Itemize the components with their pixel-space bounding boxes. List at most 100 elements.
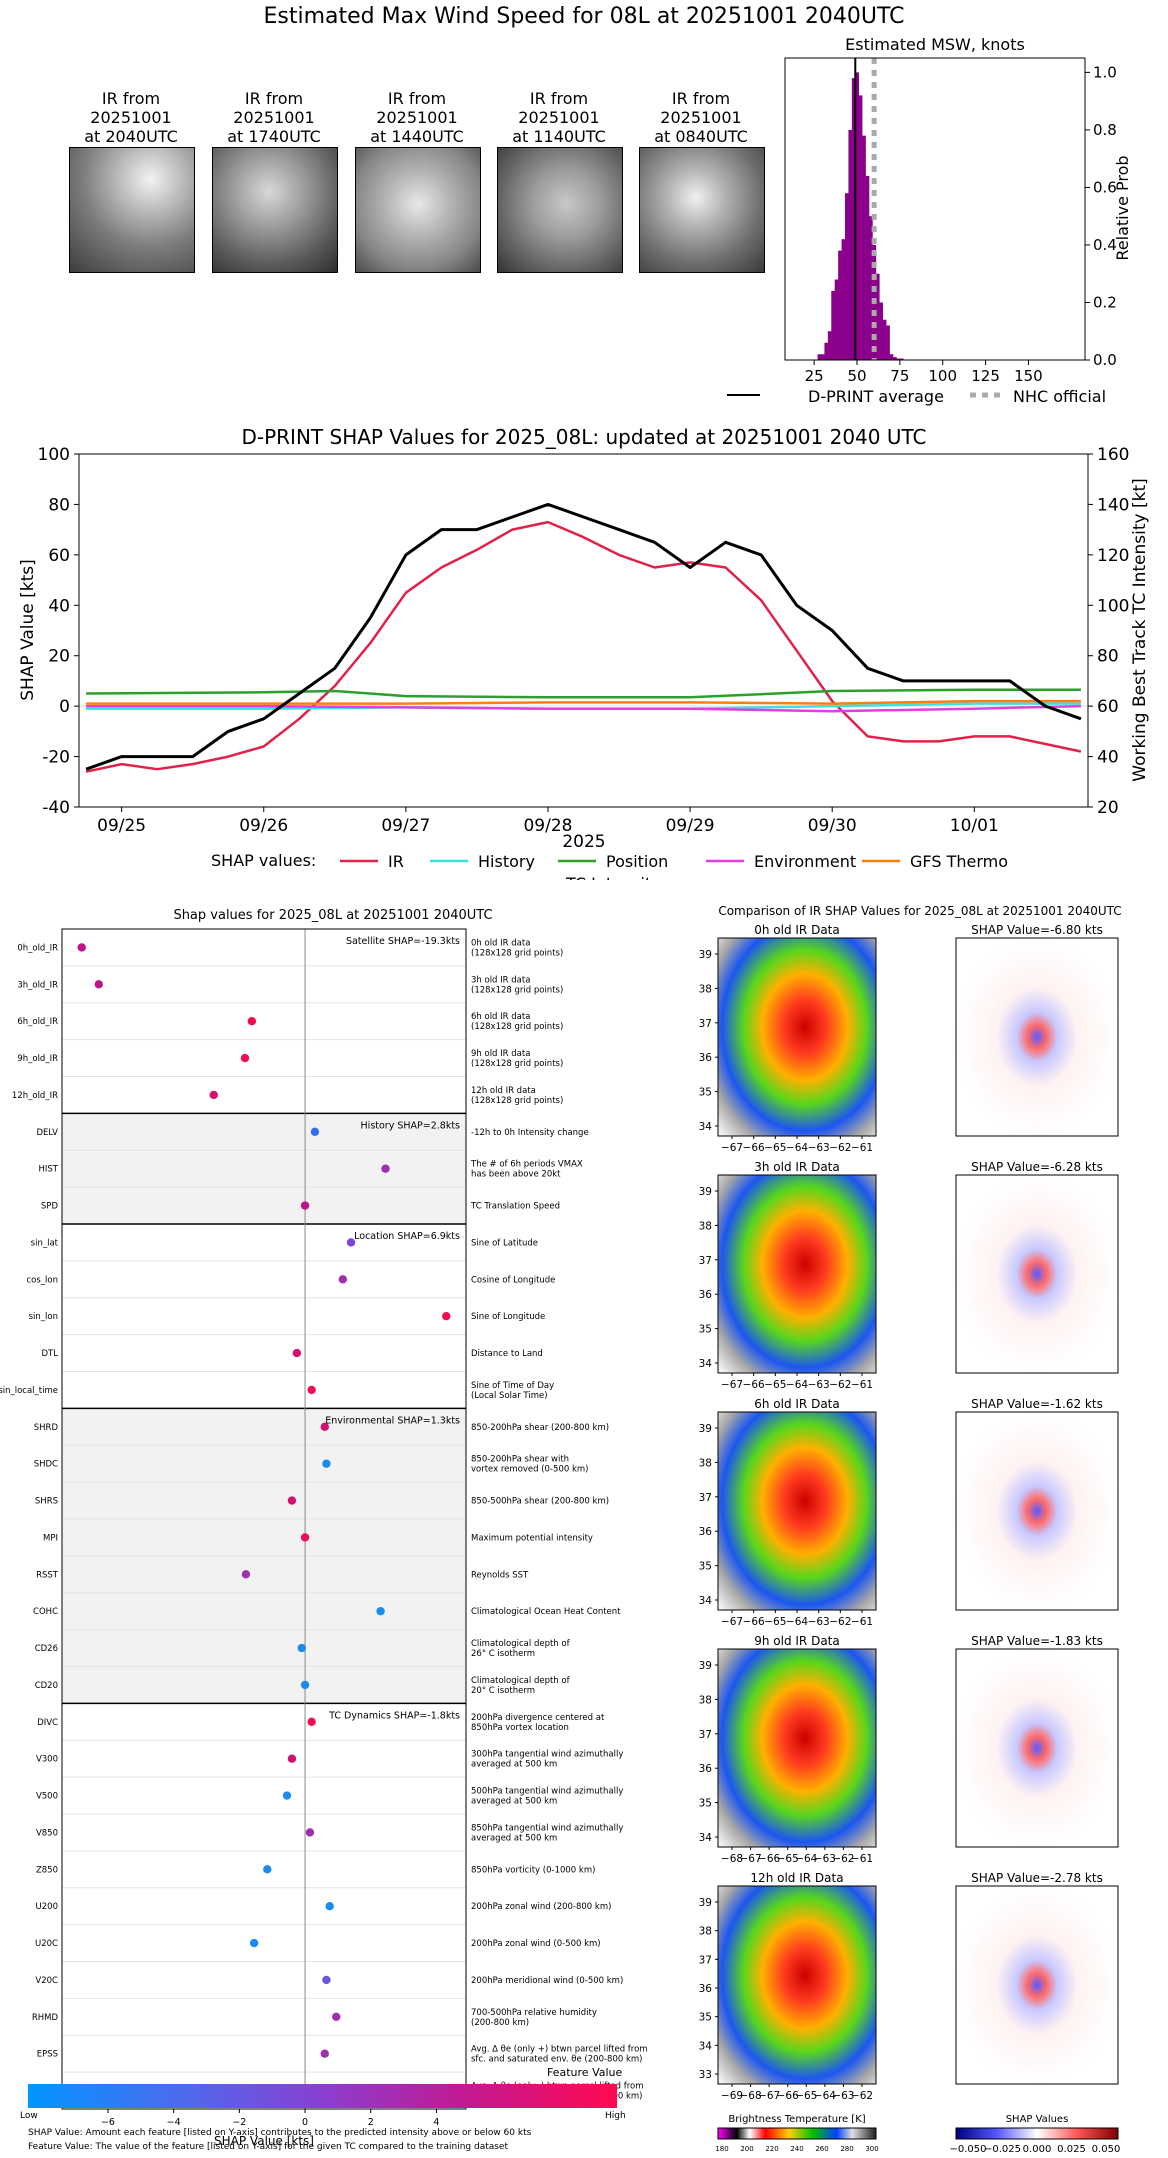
y-tick-label: 60 bbox=[48, 546, 70, 566]
ir-x-tick-label: −68 bbox=[739, 2090, 761, 2102]
histogram-bar bbox=[848, 129, 853, 360]
y2-tick-label: 120 bbox=[1097, 546, 1129, 566]
histogram-bar bbox=[817, 354, 822, 360]
y-tick-label: 0.6 bbox=[1093, 178, 1117, 196]
feature-desc: (128x128 grid points) bbox=[471, 1096, 563, 1106]
legend-label: TC Intensity bbox=[565, 874, 661, 880]
timeseries-xlabel: 2025 bbox=[562, 832, 605, 852]
feature-desc: Sine of Time of Day bbox=[471, 1381, 554, 1391]
histogram-bar bbox=[834, 279, 839, 360]
legend-label: Environment bbox=[754, 852, 856, 871]
feature-desc: has been above 20kt bbox=[471, 1170, 561, 1180]
feature-point bbox=[297, 1643, 306, 1653]
ir-y-tick-label: 39 bbox=[699, 949, 712, 961]
ir-colorbar bbox=[717, 2127, 877, 2140]
feature-desc: sfc. and saturated env. θe (200-800 km) bbox=[471, 2055, 643, 2065]
ir-x-tick-label: −62 bbox=[832, 1853, 854, 1865]
ir-x-tick-label: −67 bbox=[721, 1616, 743, 1628]
ir-x-tick-label: −64 bbox=[786, 1142, 808, 1154]
x-tick-label: 09/26 bbox=[239, 816, 288, 836]
y-tick-label: -40 bbox=[42, 798, 70, 818]
group-label: Environmental SHAP=1.3kts bbox=[325, 1415, 460, 1426]
series-line-position bbox=[86, 688, 1081, 699]
ir-y-tick-label: 37 bbox=[699, 1492, 712, 1504]
feature-name: V300 bbox=[36, 1755, 58, 1765]
feature-desc: 850hPa vortex location bbox=[471, 1723, 569, 1733]
ir-x-tick-label: −64 bbox=[786, 1616, 808, 1628]
ir-colorbar-tick-label: 220 bbox=[765, 2145, 778, 2153]
ir-x-tick-label: −66 bbox=[777, 2090, 799, 2102]
histogram-bar bbox=[841, 239, 846, 360]
x-tick-label: 09/28 bbox=[523, 816, 572, 836]
feature-point bbox=[320, 1422, 329, 1432]
ir-colorbar-tick-label: 180 bbox=[715, 2145, 728, 2153]
ir-y-tick-label: 34 bbox=[699, 1595, 713, 1607]
ir-panel-title: 3h old IR Data bbox=[754, 1160, 840, 1174]
timeseries-y2-ticks: 20 40 60 80 100 120 140 160 bbox=[1088, 445, 1129, 818]
msw-histogram: Estimated MSW, knots 25 50 75 100 125 150 0.0… bbox=[727, 35, 1132, 406]
histogram-bar bbox=[845, 193, 849, 360]
ir-x-tick-label: −64 bbox=[786, 1379, 808, 1391]
feature-desc: Climatological depth of bbox=[471, 1676, 571, 1686]
feature-desc: Maximum potential intensity bbox=[471, 1533, 593, 1543]
ir-x-tick-label: −61 bbox=[851, 1853, 873, 1865]
feature-point bbox=[94, 980, 103, 989]
ir-panel-title: 12h old IR Data bbox=[750, 1871, 843, 1885]
feature-desc: (128x128 grid points) bbox=[471, 1022, 563, 1032]
ir-y-tick-label: 39 bbox=[699, 1660, 712, 1672]
feature-desc: 9h old IR data bbox=[471, 1049, 530, 1059]
legend-label: Position bbox=[606, 852, 668, 871]
shap-panel-title: SHAP Value=-6.28 kts bbox=[971, 1160, 1103, 1174]
ir-colorbar-tick-label: 240 bbox=[790, 2145, 803, 2153]
histogram-bar bbox=[821, 354, 825, 360]
shap-colorbar-tick-label: 0.000 bbox=[1023, 2144, 1052, 2155]
feature-name: sin_lon bbox=[29, 1312, 58, 1322]
x-tick-label: 2 bbox=[368, 2117, 374, 2128]
feature-desc: 850-200hPa shear (200-800 km) bbox=[471, 1423, 609, 1433]
ir-x-tick-label: −66 bbox=[743, 1616, 765, 1628]
series-line-environment bbox=[86, 704, 1081, 713]
shap-panel-title: SHAP Value=-1.83 kts bbox=[971, 1634, 1103, 1648]
feature-point bbox=[300, 1533, 310, 1542]
feature-desc: 200hPa zonal wind (0-500 km) bbox=[471, 1939, 601, 1949]
shap-colorbar-tick-label: 0.050 bbox=[1092, 2144, 1121, 2155]
feature-point bbox=[310, 1127, 320, 1137]
timeseries-lines bbox=[85, 502, 1082, 773]
ir-panel-title: 0h old IR Data bbox=[754, 923, 840, 937]
ir-x-tick-label: −62 bbox=[829, 1142, 851, 1154]
feature-point bbox=[338, 1275, 348, 1284]
ir-y-tick-label: 38 bbox=[699, 1926, 712, 1938]
feature-name: 9h_old_IR bbox=[17, 1054, 58, 1064]
ir-x-tick-label: −61 bbox=[851, 1379, 873, 1391]
feature-point bbox=[322, 1975, 331, 1985]
legend-label-dprint: D-PRINT average bbox=[808, 387, 944, 406]
feature-name: cos_lon bbox=[26, 1275, 58, 1285]
satellite-thumbnail bbox=[69, 147, 195, 273]
feature-name: U20C bbox=[35, 1939, 58, 1949]
ir-x-tick-label: −62 bbox=[829, 1616, 851, 1628]
ir-y-tick-label: 35 bbox=[699, 1561, 712, 1573]
timeseries-x-ticks: 09/25 09/26 09/27 09/28 09/29 09/30 10/01 bbox=[97, 807, 999, 836]
ir-panel-row: 6h old IR Data SHAP Value=-1.62 kts 39 38 37… bbox=[699, 1397, 1119, 1628]
ir-y-tick-label: 37 bbox=[699, 1255, 712, 1267]
shap-panel-title: SHAP Value=-6.80 kts bbox=[971, 923, 1103, 937]
shap-image bbox=[955, 1411, 1119, 1611]
x-tick-label: −4 bbox=[167, 2117, 181, 2128]
ir-x-tick-label: −66 bbox=[743, 1379, 765, 1391]
feature-name: EPSS bbox=[37, 2050, 58, 2060]
ir-x-tick-label: −67 bbox=[758, 2090, 780, 2102]
x-tick-label: 100 bbox=[928, 367, 957, 385]
feature-name: V850 bbox=[36, 1828, 58, 1838]
feature-name: SPD bbox=[41, 1202, 59, 1212]
feature-desc: 300hPa tangential wind azimuthally bbox=[471, 1750, 623, 1760]
group-band bbox=[62, 1113, 466, 1224]
feature-group-bands bbox=[62, 965, 466, 2073]
ir-x-tick-label: −63 bbox=[808, 1379, 830, 1391]
feature-name: U200 bbox=[36, 1902, 58, 1912]
ir-y-tick-label: 37 bbox=[699, 1018, 712, 1030]
histogram-bar bbox=[869, 216, 873, 360]
feature-name: RSST bbox=[36, 1570, 59, 1580]
ir-y-tick-label: 39 bbox=[699, 1423, 712, 1435]
ir-x-tick-label: −63 bbox=[832, 2090, 854, 2102]
y2-tick-label: 160 bbox=[1097, 445, 1129, 465]
